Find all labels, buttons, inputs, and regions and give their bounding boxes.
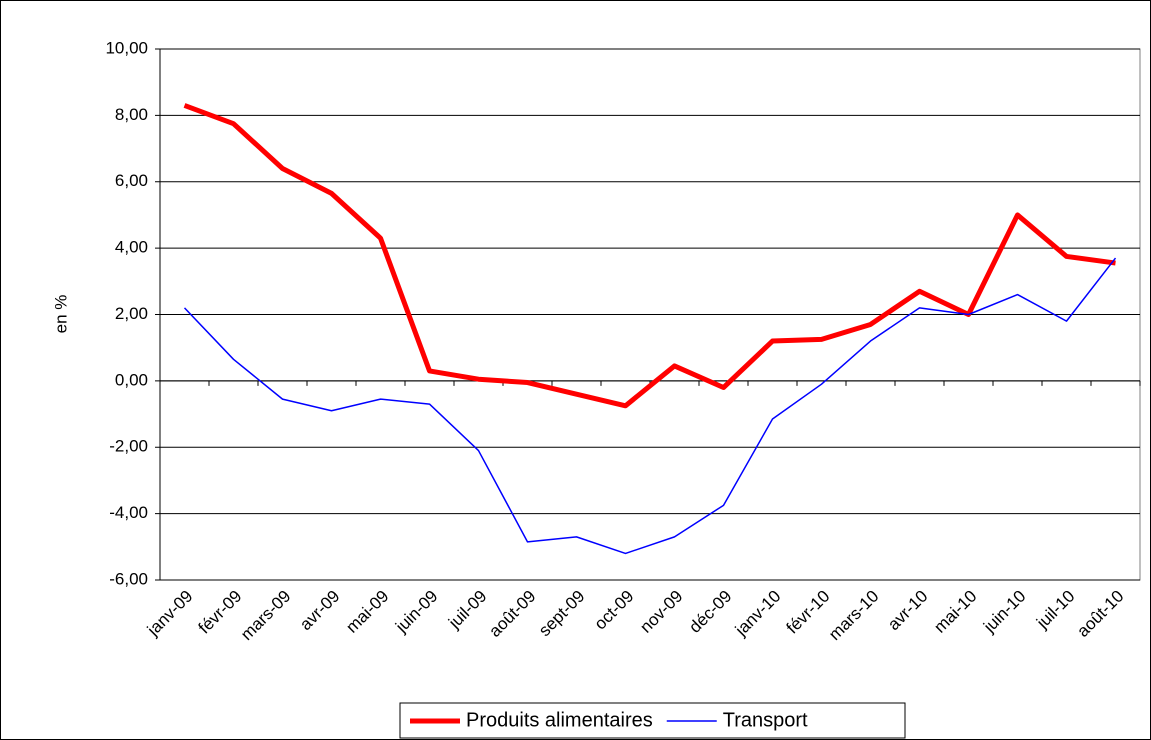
legend-label: Produits alimentaires	[466, 709, 653, 731]
y-axis-label: en %	[51, 295, 70, 334]
y-tick-label: 8,00	[115, 105, 148, 124]
legend: Produits alimentaires Transport	[399, 702, 906, 739]
y-tick-label: 4,00	[115, 238, 148, 257]
y-tick-label: -2,00	[109, 437, 148, 456]
line-series	[183, 103, 1116, 409]
y-tick-label: -4,00	[109, 503, 148, 522]
line-series	[183, 257, 1117, 555]
y-tick-label: 10,00	[105, 38, 148, 57]
y-tick-label: 2,00	[115, 304, 148, 323]
legend-label: Transport	[723, 709, 808, 731]
y-tick-label: 6,00	[115, 171, 148, 190]
legend-box	[399, 702, 906, 739]
y-tick-label: 0,00	[115, 370, 148, 389]
y-tick-label: -6,00	[109, 569, 148, 588]
